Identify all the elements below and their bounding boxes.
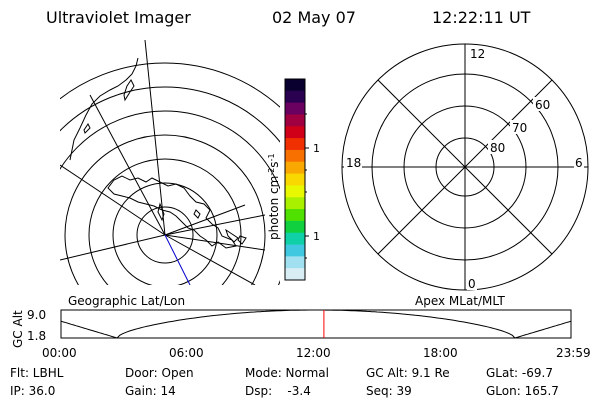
colorbar-cell: [285, 268, 305, 281]
ip-info: IP: 36.0: [10, 384, 56, 398]
lat-label-60: 60: [535, 98, 550, 112]
colorbar-cell: [285, 161, 305, 175]
altitude-ytick-high: 9.0: [27, 308, 46, 322]
colorbar-cell: [285, 102, 305, 115]
time-tick-0: 00:00: [42, 346, 77, 360]
altitude-ytick-low: 1.8: [27, 329, 46, 343]
gain-info: Gain: 14: [125, 384, 176, 398]
instrument-title: Ultraviolet Imager: [46, 8, 191, 27]
time-tick-4: 23:59: [556, 346, 591, 360]
colorbar: 100 10 photon cm-2s-1: [267, 78, 320, 281]
lat-label-70: 70: [512, 121, 527, 135]
mlt-label-12: 12: [470, 47, 485, 61]
apex-polar-plot: 12 18 6 0 60 70 80: [341, 43, 589, 291]
colorbar-cell: [285, 220, 305, 234]
dsp-info: Dsp: -3.4: [245, 384, 311, 398]
mlt-label-6: 6: [575, 156, 583, 170]
colorbar-cell: [285, 173, 305, 186]
colorbar-cell: [285, 197, 305, 210]
colorbar-cell: [285, 138, 305, 151]
apex-label: Apex MLat/MLT: [415, 294, 505, 308]
altitude-ylabel: GC Alt: [11, 310, 25, 348]
colorbar-cell: [285, 90, 305, 104]
colorbar-tick-high: 100: [313, 142, 320, 155]
colorbar-cell: [285, 209, 305, 222]
colorbar-cell: [285, 185, 305, 198]
altitude-curve: [60, 309, 572, 339]
time-label: 12:22:11 UT: [432, 8, 531, 27]
mlt-label-0: 0: [468, 277, 476, 291]
colorbar-cell: [285, 114, 305, 127]
time-tick-3: 18:00: [423, 346, 458, 360]
lat-label-80: 80: [490, 141, 505, 155]
colorbar-units-label: photon cm-2s-1: [267, 153, 282, 240]
mode-info: Mode: Normal: [245, 366, 329, 380]
date-label: 02 May 07: [272, 8, 356, 27]
colorbar-cell: [285, 149, 305, 163]
geographic-map: [60, 40, 280, 285]
filter-info: Flt: LBHL: [10, 366, 64, 380]
geographic-label: Geographic Lat/Lon: [68, 294, 186, 308]
time-tick-2: 12:00: [296, 346, 331, 360]
glon-info: GLon: 165.7: [486, 384, 559, 398]
mlt-label-18: 18: [346, 156, 361, 170]
colorbar-tick-low: 10: [313, 230, 320, 243]
glat-info: GLat: -69.7: [486, 366, 553, 380]
altitude-plot: GC Alt 9.0 1.8: [11, 308, 572, 348]
time-tick-1: 06:00: [169, 346, 204, 360]
colorbar-cell: [285, 256, 305, 269]
colorbar-cell: [285, 232, 305, 246]
colorbar-cell: [285, 126, 305, 139]
gc-alt-info: GC Alt: 9.1 Re: [366, 366, 450, 380]
colorbar-cell: [285, 244, 305, 257]
seq-info: Seq: 39: [366, 384, 412, 398]
door-info: Door: Open: [125, 366, 194, 380]
colorbar-cell: [285, 79, 305, 92]
